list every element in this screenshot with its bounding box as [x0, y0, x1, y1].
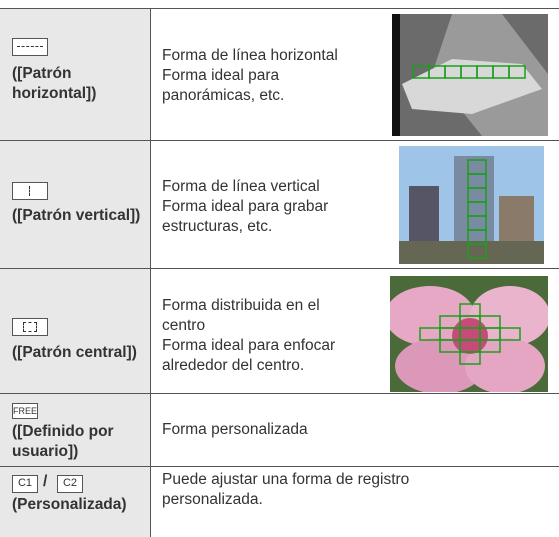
description: personalizada. [162, 491, 263, 508]
mode-name: ([Definido por [12, 423, 114, 440]
icon-line [23, 322, 37, 332]
description: alrededor del centro. [162, 357, 305, 374]
icon: C2 [57, 475, 83, 493]
sample-image [390, 276, 548, 392]
focus-areas [412, 65, 526, 79]
row-border [0, 140, 559, 141]
petal [470, 286, 548, 346]
description: Forma ideal para [162, 67, 280, 84]
row-border [0, 393, 559, 394]
mode-name: (Personalizada) [12, 496, 127, 513]
icon [12, 318, 48, 336]
mode-name: ([Patrón vertical]) [12, 207, 141, 224]
icon: C1 [12, 475, 38, 493]
sample-image [399, 146, 544, 264]
mode-name: horizontal]) [12, 85, 97, 102]
description: Forma personalizada [162, 421, 308, 438]
border [392, 14, 400, 136]
car [402, 59, 542, 114]
ground [399, 241, 544, 264]
description: Puede ajustar una forma de registro [162, 471, 410, 488]
description: panorámicas, etc. [162, 87, 285, 104]
flower-center [452, 318, 488, 354]
left-column-bg [0, 8, 150, 537]
icon [12, 182, 48, 200]
description: Forma distribuida en el [162, 297, 320, 314]
focus-areas [419, 303, 521, 365]
description: centro [162, 317, 206, 334]
mode-name: ([Patrón central]) [12, 344, 137, 361]
icon-line [29, 186, 31, 196]
icon: FREE [12, 403, 38, 419]
sample-image [392, 14, 548, 136]
description: estructuras, etc. [162, 218, 273, 235]
mode-name: usuario]) [12, 443, 79, 460]
row-border [0, 8, 559, 9]
row-border [0, 268, 559, 269]
separator: / [43, 473, 48, 490]
icon-line [17, 46, 43, 47]
focus-areas [467, 159, 487, 259]
description: Forma ideal para grabar [162, 198, 329, 215]
column-border [150, 8, 151, 537]
description: Forma ideal para enfocar [162, 337, 336, 354]
description: Forma de línea vertical [162, 178, 320, 195]
row-border [0, 466, 559, 467]
icon [12, 38, 48, 56]
mode-name: ([Patrón [12, 65, 72, 82]
description: Forma de línea horizontal [162, 47, 338, 64]
